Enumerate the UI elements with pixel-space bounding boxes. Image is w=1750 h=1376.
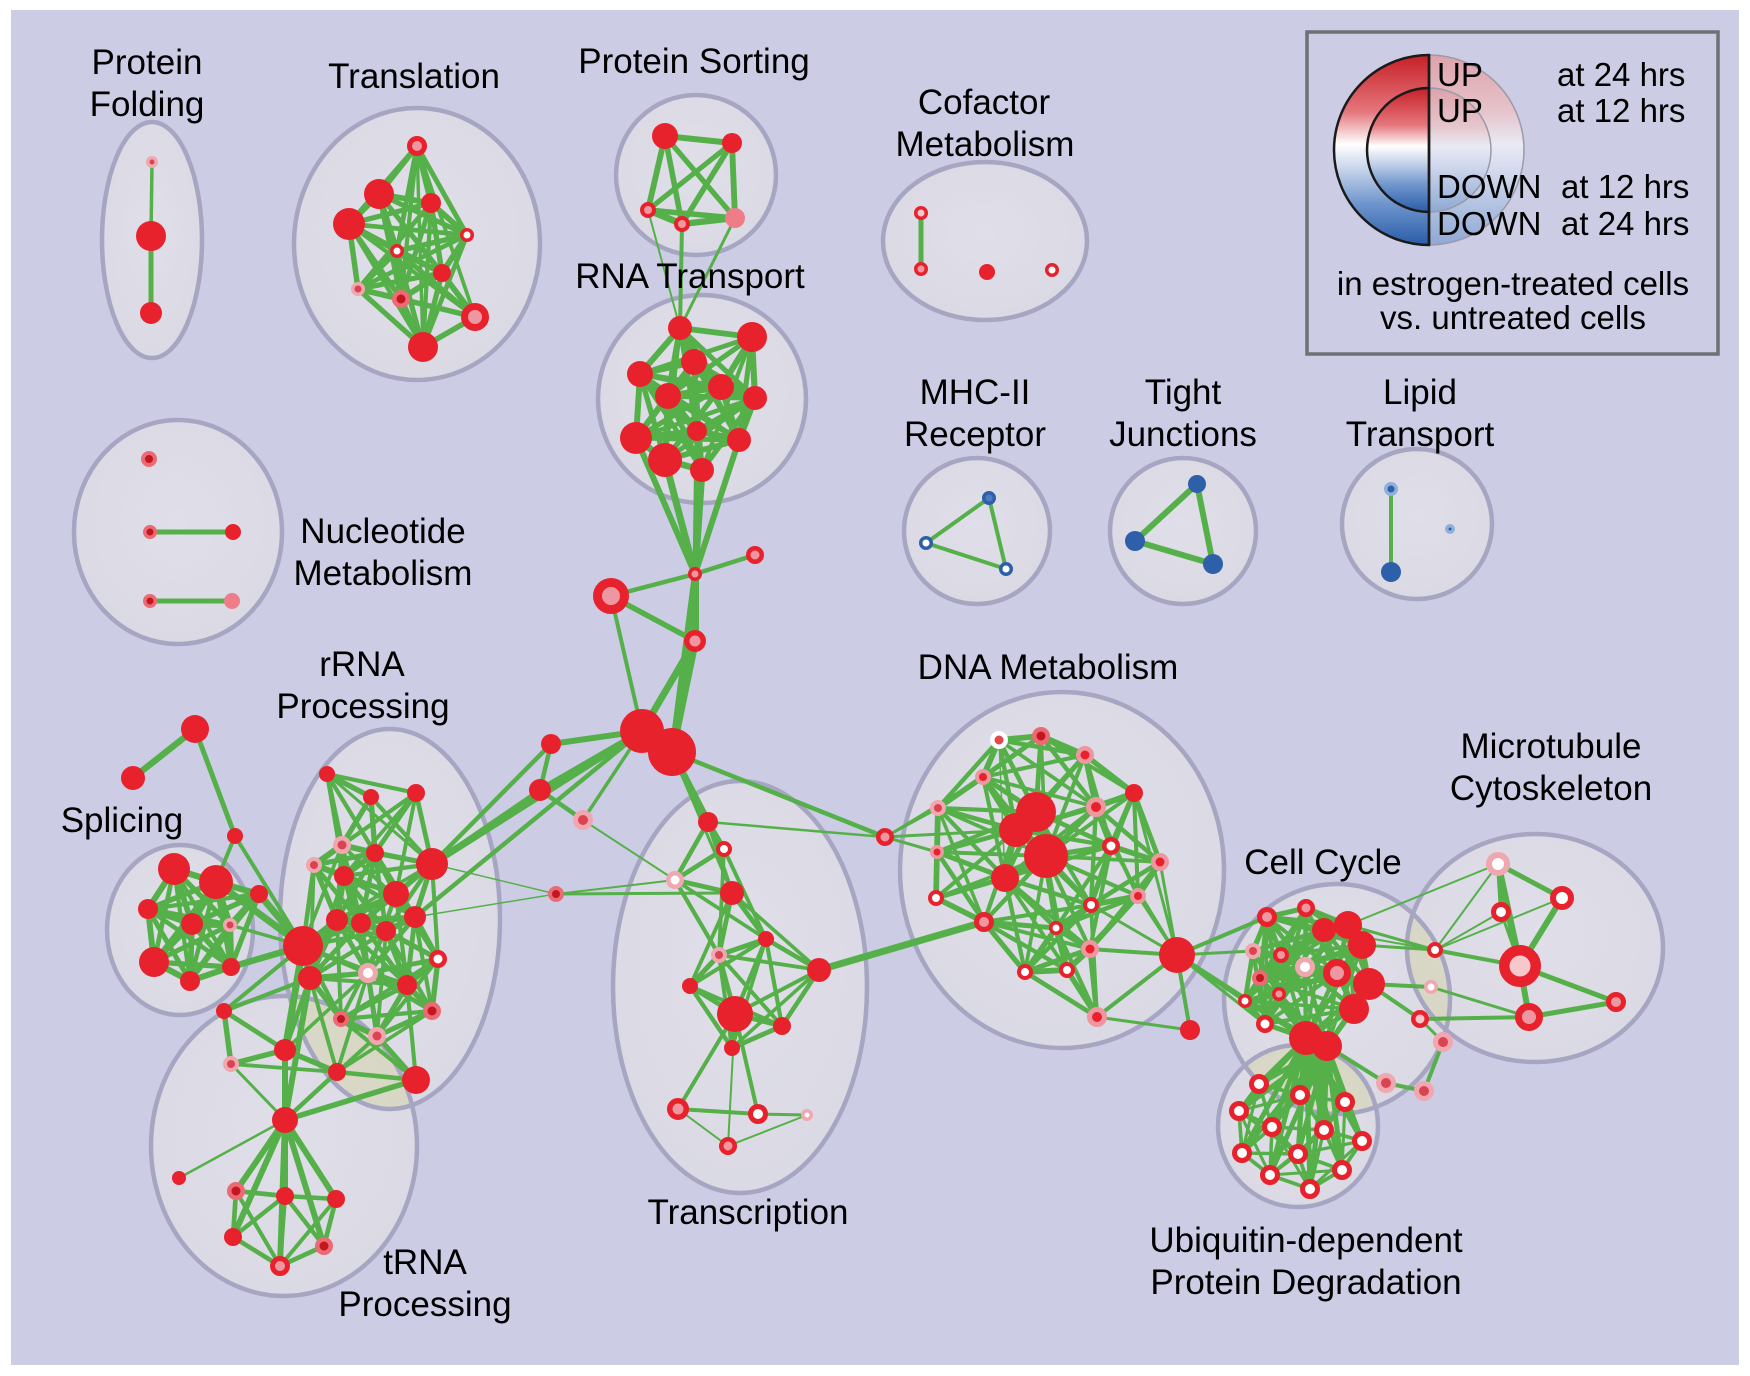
svg-text:Metabolism: Metabolism [294, 554, 473, 593]
svg-text:Processing: Processing [276, 687, 449, 726]
svg-text:at 12 hrs: at 12 hrs [1561, 168, 1689, 205]
svg-text:Protein Sorting: Protein Sorting [578, 42, 810, 81]
svg-text:Transport: Transport [1346, 415, 1495, 454]
svg-text:in estrogen-treated cells: in estrogen-treated cells [1337, 265, 1689, 302]
svg-text:Tight: Tight [1145, 373, 1222, 412]
svg-text:DOWN: DOWN [1437, 168, 1541, 205]
svg-text:UP: UP [1437, 56, 1483, 93]
svg-text:at 24 hrs: at 24 hrs [1561, 205, 1689, 242]
svg-text:Microtubule: Microtubule [1461, 727, 1642, 766]
svg-text:UP: UP [1437, 92, 1483, 129]
svg-text:RNA Transport: RNA Transport [575, 257, 805, 296]
svg-text:Folding: Folding [90, 85, 205, 124]
svg-text:DOWN: DOWN [1437, 205, 1541, 242]
svg-text:rRNA: rRNA [319, 645, 405, 684]
svg-text:Lipid: Lipid [1383, 373, 1457, 412]
svg-text:Cofactor: Cofactor [918, 83, 1051, 122]
svg-text:vs. untreated cells: vs. untreated cells [1380, 299, 1646, 336]
svg-text:Junctions: Junctions [1109, 415, 1257, 454]
svg-text:Receptor: Receptor [904, 415, 1046, 454]
svg-text:Protein Degradation: Protein Degradation [1150, 1263, 1461, 1302]
svg-text:Processing: Processing [338, 1285, 511, 1324]
svg-text:DNA Metabolism: DNA Metabolism [918, 648, 1179, 687]
svg-text:Translation: Translation [328, 57, 500, 96]
svg-text:Cell Cycle: Cell Cycle [1244, 843, 1402, 882]
svg-text:at 12 hrs: at 12 hrs [1557, 92, 1685, 129]
svg-text:Transcription: Transcription [648, 1193, 849, 1232]
svg-text:Nucleotide: Nucleotide [300, 512, 465, 551]
svg-text:Splicing: Splicing [61, 801, 184, 840]
svg-text:Ubiquitin-dependent: Ubiquitin-dependent [1149, 1221, 1463, 1260]
svg-text:Protein: Protein [92, 43, 203, 82]
svg-text:at 24 hrs: at 24 hrs [1557, 56, 1685, 93]
svg-text:Metabolism: Metabolism [896, 125, 1075, 164]
svg-text:Cytoskeleton: Cytoskeleton [1450, 769, 1652, 808]
svg-text:tRNA: tRNA [383, 1243, 467, 1282]
svg-text:MHC-II: MHC-II [920, 373, 1031, 412]
